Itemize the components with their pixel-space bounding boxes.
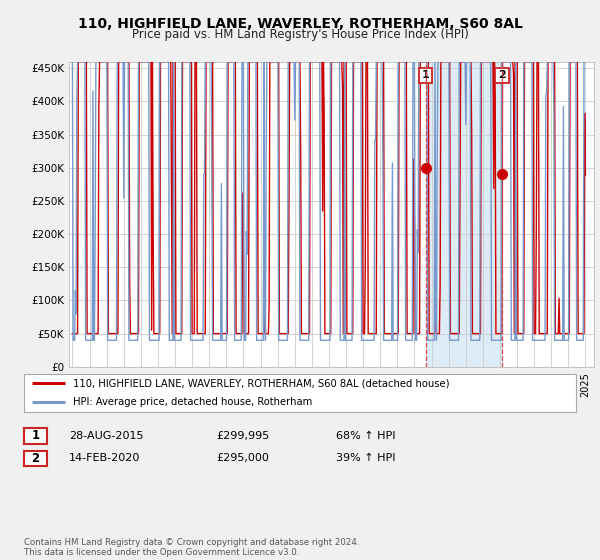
Text: £295,000: £295,000 — [216, 454, 269, 463]
Text: 68% ↑ HPI: 68% ↑ HPI — [336, 431, 395, 441]
Text: 39% ↑ HPI: 39% ↑ HPI — [336, 454, 395, 463]
Text: HPI: Average price, detached house, Rotherham: HPI: Average price, detached house, Roth… — [73, 397, 312, 407]
Text: 2: 2 — [31, 452, 40, 465]
Text: 110, HIGHFIELD LANE, WAVERLEY, ROTHERHAM, S60 8AL: 110, HIGHFIELD LANE, WAVERLEY, ROTHERHAM… — [77, 17, 523, 31]
Text: 1: 1 — [31, 430, 40, 442]
Text: £299,995: £299,995 — [216, 431, 269, 441]
Text: 1: 1 — [422, 71, 430, 80]
Text: Contains HM Land Registry data © Crown copyright and database right 2024.
This d: Contains HM Land Registry data © Crown c… — [24, 538, 359, 557]
Text: 110, HIGHFIELD LANE, WAVERLEY, ROTHERHAM, S60 8AL (detached house): 110, HIGHFIELD LANE, WAVERLEY, ROTHERHAM… — [73, 378, 449, 388]
Text: 28-AUG-2015: 28-AUG-2015 — [69, 431, 143, 441]
Text: Price paid vs. HM Land Registry's House Price Index (HPI): Price paid vs. HM Land Registry's House … — [131, 28, 469, 41]
Text: 2: 2 — [498, 71, 506, 80]
Text: 14-FEB-2020: 14-FEB-2020 — [69, 454, 140, 463]
Bar — [425, 62, 502, 367]
